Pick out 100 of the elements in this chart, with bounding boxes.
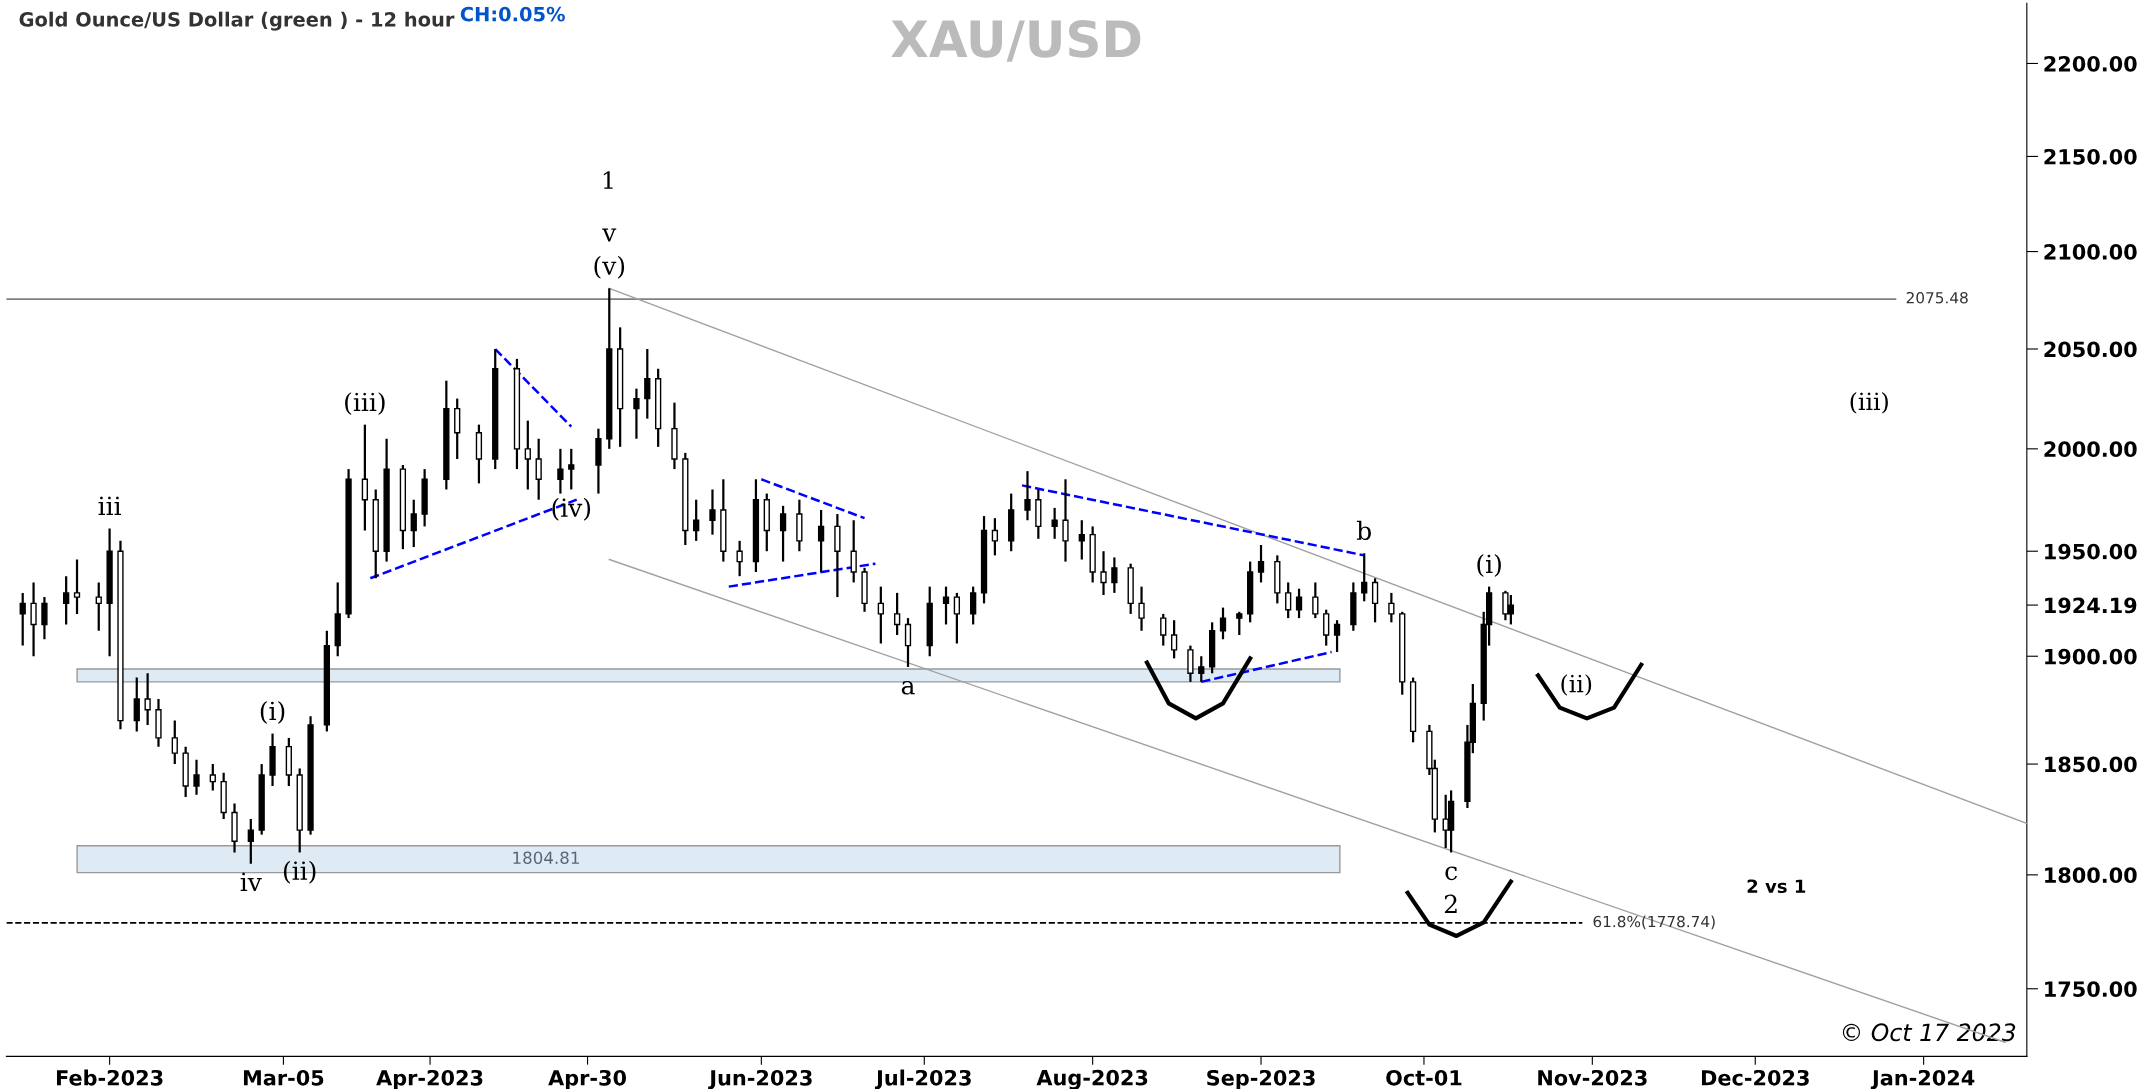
candlestick [1312,581,1319,620]
chart-title: XAU/USD [891,19,1141,62]
candlestick [893,591,901,637]
x-tick-label: Mar-05 [243,1069,324,1086]
candlestick [1198,655,1205,683]
annotation: (i) [1477,554,1501,577]
ref-line-label: 2075.48 [1906,291,1968,304]
candlestick [1160,612,1167,647]
annotation: (iv) [552,497,591,521]
candlestick [63,575,70,626]
candlestick [133,676,140,733]
annotation: © Oct 17 2023 [1842,1023,2016,1042]
x-tick-label: Aug-2023 [1036,1069,1148,1089]
candlestick [41,595,48,641]
candlestick [970,585,977,626]
x-tick-label: Oct-01 [1386,1069,1462,1086]
annotation: (iii) [1850,392,1888,414]
candlestick [209,762,216,792]
candlestick [144,672,151,727]
band-label: 1804.81 [513,851,579,865]
x-tick-label: Sep-2023 [1207,1069,1315,1089]
candlestick [1111,556,1118,595]
chart-subtitle: Gold Ounce/US Dollar (green ) - 12 hour [19,11,455,31]
annotation: 2 [1444,894,1457,914]
candlestick [410,498,417,549]
annotation: (i) [260,701,285,724]
y-tick-label: 2100.00 [2044,244,2137,260]
x-tick-label: Apr-30 [548,1069,627,1089]
candlestick [1323,608,1330,647]
candlestick [693,498,700,542]
candlestick [568,447,575,491]
y-tick-label: 2150.00 [2044,148,2137,165]
x-tick-label: Dec-2023 [1701,1069,1809,1086]
candlestick [1170,619,1178,660]
x-tick-label: Nov-2023 [1538,1069,1647,1086]
candlestick [644,347,651,420]
candlestick [1388,591,1395,624]
x-tick-label: Jun-2023 [708,1069,812,1089]
candlestick [1138,585,1145,632]
candlestick [1371,577,1379,624]
candlestick [1333,619,1341,654]
candlestick [1361,552,1368,603]
candlestick [247,817,254,865]
candlestick [877,585,884,645]
y-tick-label: 2050.00 [2044,341,2137,358]
candlestick [1078,519,1085,561]
candlestick [942,585,950,626]
candlestick [1219,606,1227,641]
x-tick-label: Apr-2023 [376,1069,483,1089]
y-tick-label: 1850.00 [2045,756,2137,773]
candlestick [73,558,81,616]
annotation: CH:0.05% [460,6,565,22]
candlestick [30,581,37,658]
candlestick [709,488,716,536]
y-tick-label: 1750.00 [2045,981,2137,997]
x-tick-label: Jul-2023 [874,1069,971,1089]
annotation: v [602,228,617,242]
line-series [1535,662,1644,721]
candlestick [193,758,200,796]
y-tick-label: 1800.00 [2045,867,2137,884]
annotation: 2 vs 1 [1747,879,1806,894]
annotation: (v) [594,255,625,279]
candlestick [1295,587,1303,620]
y-tick-label: 1900.00 [2045,648,2137,665]
candlestick [633,387,640,440]
ref-line-label: 61.8%(1778.74) [1593,915,1715,930]
candlestick [1257,543,1265,584]
candlestick [850,519,857,584]
candlestick [1062,478,1069,563]
candlestick [171,719,178,766]
annotation: iv [240,872,262,891]
candlestick [524,419,531,491]
candlestick [1236,610,1243,637]
annotation: (iii) [345,392,385,416]
annotation: b [1356,520,1371,541]
candlestick [535,437,542,501]
annotation: c [1445,866,1457,881]
candlestick [361,423,369,532]
annotation: a [901,680,915,695]
line-series [1144,656,1253,721]
candlestick [904,617,912,669]
candlestick [953,591,961,645]
candlestick [1285,581,1292,620]
y-tick-label: 2200.00 [2044,55,2137,72]
y-tick-label: 1950.00 [2045,543,2137,560]
annotation: (ii) [283,860,316,884]
x-tick-label: Feb-2023 [56,1069,163,1086]
candlestick [991,517,999,557]
candlestick [1100,550,1107,597]
candlestick [779,504,787,563]
candlestick [557,447,564,495]
y-tick-label: 2000.00 [2044,441,2137,458]
candlestick [817,508,825,574]
y-tick-label: 1924.19 [2045,597,2137,614]
candlestick [736,539,743,578]
x-tick-label: Jan-2024 [1870,1069,1975,1089]
candlestick [19,591,26,647]
annotation: 1 [603,171,613,189]
candlestick [95,581,102,632]
candlestick [1051,506,1058,540]
